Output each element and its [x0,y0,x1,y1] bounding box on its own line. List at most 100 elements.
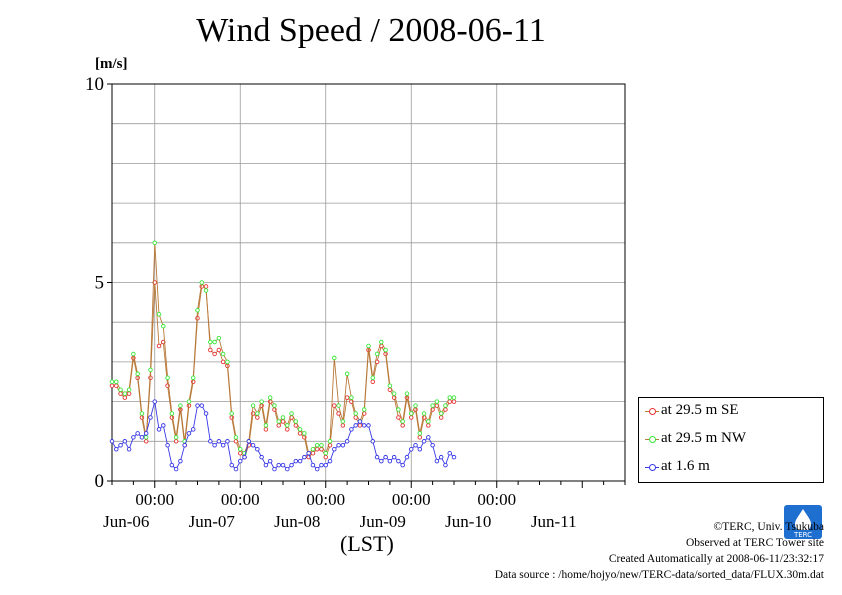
series-point-2 [178,458,183,464]
series-point-1 [199,280,205,285]
series-point-0 [396,415,401,420]
series-point-0 [336,411,341,416]
series-point-1 [225,359,230,365]
series-point-2 [199,403,205,408]
series-point-1 [280,415,286,420]
series-point-2 [293,458,299,464]
chart-title: Wind Speed / 2008-06-11 [196,12,546,49]
series-point-0 [340,423,346,428]
series-point-0 [276,423,281,428]
series-point-2 [438,454,444,460]
series-line-0 [112,282,454,459]
series-point-1 [152,240,157,246]
series-point-2 [272,466,277,472]
series-point-2 [267,458,273,464]
series-point-1 [332,355,337,361]
series-point-1 [212,339,217,345]
series-point-2 [370,439,376,444]
series-point-1 [255,411,260,416]
series-point-2 [323,462,329,468]
series-point-2 [297,458,303,464]
series-point-2 [109,439,115,444]
series-point-2 [310,462,316,468]
series-point-2 [276,462,281,468]
series-point-2 [131,435,136,440]
credit-source: Data source : /home/hojyo/new/TERC-data/… [494,569,824,581]
series-point-0 [344,395,350,400]
legend-label-se: at 29.5 m SE [661,402,739,418]
series-point-2 [349,427,354,432]
series-point-1 [126,387,132,392]
series-point-2 [443,462,448,468]
series-point-2 [374,454,380,460]
credits-block: ©TERC, Univ. Tsukuba Observed at TERC To… [495,519,824,583]
series-point-1 [421,411,427,416]
series-point-0 [126,391,132,396]
series-point-0 [297,431,303,436]
series-point-1 [396,407,401,412]
series-point-1 [135,371,140,377]
series-point-0 [400,423,405,428]
series-point-1 [297,427,303,432]
series-point-2 [344,439,350,444]
y-tick-label: 0 [95,471,105,492]
x-time-label: 00:00 [221,490,260,509]
series-point-2 [165,443,170,448]
series-point-2 [216,439,222,444]
series-point-0 [310,450,316,456]
series-point-2 [319,462,324,468]
series-point-1 [336,403,341,408]
series-point-1 [327,439,333,444]
series-point-2 [451,454,457,460]
series-point-2 [195,403,200,408]
series-point-1 [285,423,290,428]
series-point-2 [135,431,140,436]
series-point-1 [109,379,115,385]
series-point-1 [220,351,226,357]
series-point-0 [438,415,444,420]
series-point-2 [357,419,363,424]
series-point-2 [366,423,371,428]
series-point-2 [404,454,410,460]
series-point-1 [195,308,200,313]
series-point-2 [280,462,286,468]
legend-item-se: at 29.5 m SE [639,398,823,426]
series-point-1 [143,435,149,440]
series-point-2 [148,415,153,420]
legend-marker-low [649,464,656,471]
series-point-0 [332,403,337,408]
series-point-0 [237,450,243,456]
x-date-label: Jun-07 [189,512,236,531]
series-point-1 [434,399,440,404]
series-point-1 [250,403,256,408]
series-point-0 [451,399,457,404]
series-point-1 [391,391,397,396]
credit-observed: Observed at TERC Tower site [685,537,824,549]
series-point-1 [186,399,192,404]
series-point-1 [272,403,277,408]
series-point-2 [447,450,452,456]
series-point-0 [212,351,217,357]
x-date-label: Jun-08 [274,512,320,531]
series-point-2 [152,399,157,404]
series-point-2 [190,427,196,432]
series-point-2 [332,446,337,452]
series-point-2 [161,423,166,428]
series-point-0 [216,347,222,353]
legend-label-low: at 1.6 m [661,458,710,474]
series-point-2 [361,423,367,428]
series-point-2 [182,443,187,448]
legend: at 29.5 m SE at 29.5 m NW at 1.6 m [638,397,824,483]
y-axis-unit: [m/s] [95,56,128,72]
series-point-2 [259,454,264,460]
series-point-1 [114,379,119,385]
series-point-1 [208,339,213,345]
x-date-label: Jun-06 [103,512,149,531]
series-point-2 [285,466,290,472]
x-date-label: Jun-11 [531,512,577,531]
series-point-1 [400,419,405,424]
series-point-0 [220,359,226,365]
series-point-1 [353,411,358,416]
y-tick-label: 10 [85,74,104,95]
x-time-label: 00:00 [306,490,345,509]
